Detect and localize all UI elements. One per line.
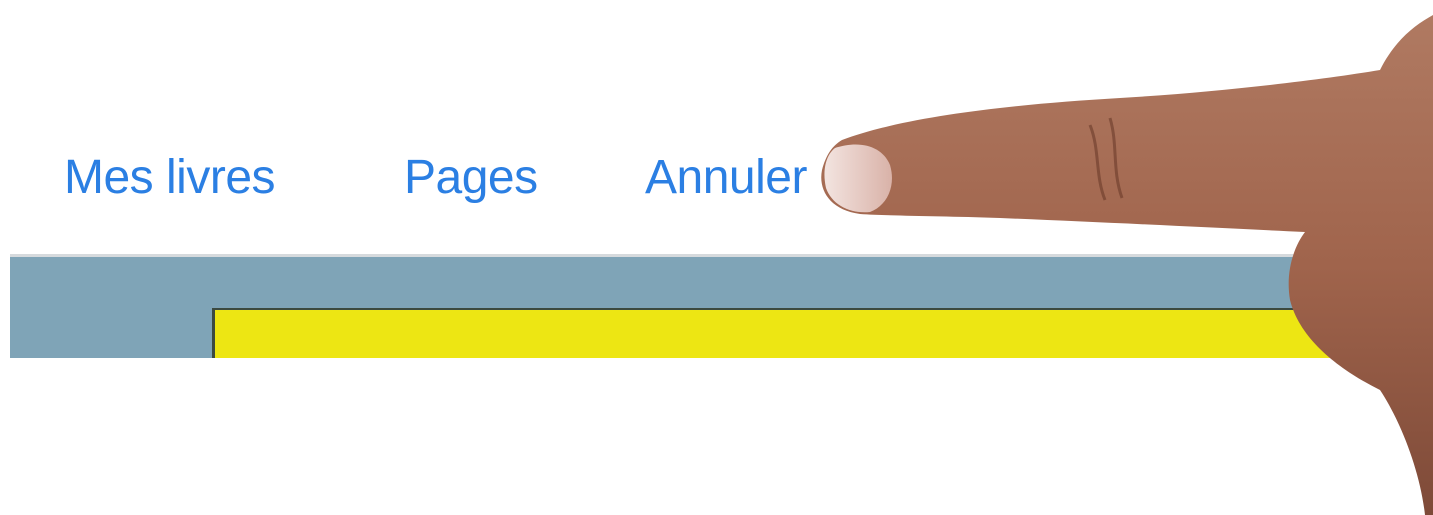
hand <box>821 15 1433 515</box>
hand-overlay <box>0 0 1433 515</box>
screen: Mes livres Pages Annuler (() => { const … <box>0 0 1433 515</box>
